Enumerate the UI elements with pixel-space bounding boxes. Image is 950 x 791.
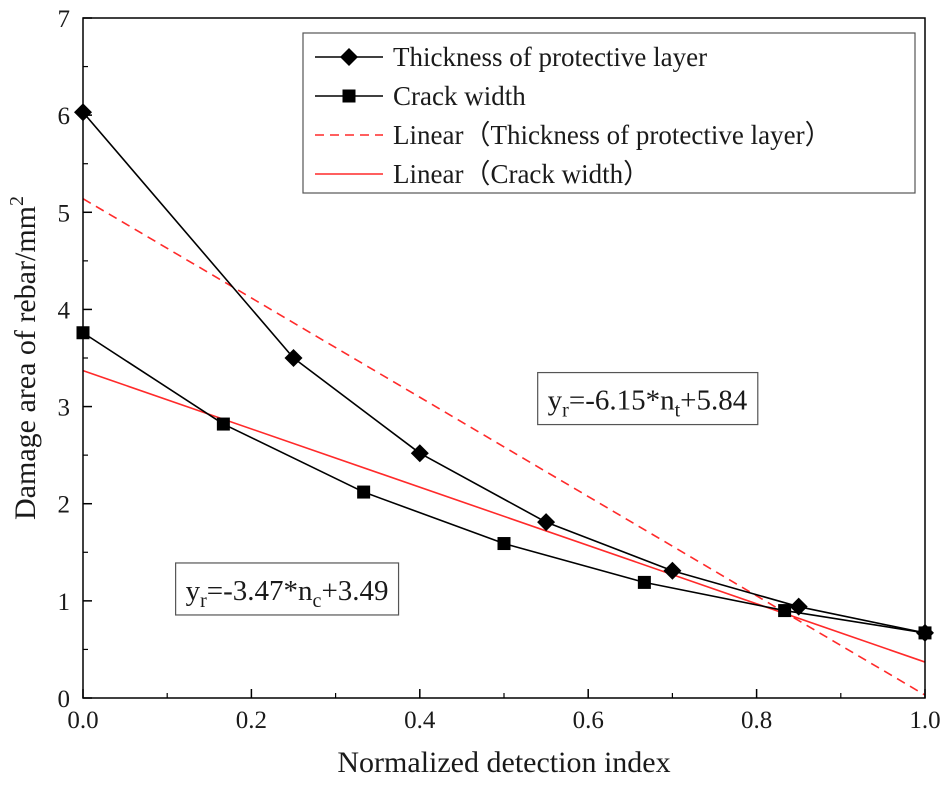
x-axis-title: Normalized detection index bbox=[337, 746, 670, 779]
equation-crack: yr=-3.47*nc+3.49 bbox=[175, 562, 400, 616]
equation-thickness-text: yr=-6.15*nt+5.84 bbox=[548, 385, 748, 422]
y-tick-label-3: 3 bbox=[58, 395, 71, 422]
equation-thickness: yr=-6.15*nt+5.84 bbox=[537, 371, 759, 426]
y-axis-title: Damage area of rebar/mm2 bbox=[6, 196, 42, 520]
y-tick-label-0: 0 bbox=[58, 686, 71, 713]
x-tick-label-0.4: 0.4 bbox=[404, 707, 436, 734]
equation-thickness-part-4: +5.84 bbox=[680, 385, 748, 417]
legend-label-0: Thickness of protective layer bbox=[393, 42, 707, 72]
legend-box bbox=[302, 32, 916, 194]
equation-thickness-part-2: =-6.15*n bbox=[569, 385, 675, 417]
x-tick-label-0.8: 0.8 bbox=[741, 707, 772, 734]
y-axis-title-main: Damage area of rebar/mm bbox=[9, 206, 42, 520]
legend-marker-0 bbox=[340, 48, 358, 66]
data-point-s0-5 bbox=[789, 597, 808, 616]
data-point-s1-3 bbox=[497, 537, 511, 551]
equation-crack-part-3: c bbox=[313, 590, 322, 612]
equation-crack-box bbox=[175, 562, 400, 616]
data-point-s1-2 bbox=[357, 485, 371, 499]
data-point-s0-2 bbox=[410, 444, 429, 463]
equation-crack-part-1: r bbox=[200, 590, 207, 612]
equation-thickness-part-1: r bbox=[562, 400, 569, 422]
equation-thickness-box bbox=[537, 371, 759, 426]
y-tick-label-4: 4 bbox=[58, 297, 71, 324]
equation-crack-part-2: =-3.47*n bbox=[207, 575, 313, 607]
data-point-s0-3 bbox=[537, 513, 556, 532]
data-point-s1-4 bbox=[637, 575, 651, 589]
y-tick-label-7: 7 bbox=[58, 6, 71, 33]
y-tick-label-2: 2 bbox=[58, 492, 71, 519]
equation-crack-part-4: +3.49 bbox=[321, 575, 388, 607]
equation-crack-part-0: y bbox=[186, 575, 201, 607]
plot-area bbox=[74, 103, 934, 696]
equation-crack-text: yr=-3.47*nc+3.49 bbox=[186, 575, 389, 612]
y-axis: 0 1 2 3 4 5 6 7 bbox=[58, 6, 92, 713]
y-tick-label-6: 6 bbox=[58, 103, 71, 130]
legend: Thickness of protective layer Crack width… bbox=[302, 32, 916, 194]
x-tick-label-0.6: 0.6 bbox=[573, 707, 604, 734]
equation-thickness-part-3: t bbox=[675, 400, 681, 422]
x-tick-label-1.0: 1.0 bbox=[909, 707, 940, 734]
data-point-s1-1 bbox=[216, 417, 230, 431]
equation-thickness-part-0: y bbox=[548, 385, 563, 417]
data-point-s0-4 bbox=[663, 561, 682, 580]
data-markers bbox=[74, 103, 934, 642]
data-point-s1-5 bbox=[778, 604, 792, 618]
x-tick-label-0.2: 0.2 bbox=[236, 707, 267, 734]
legend-marker-1 bbox=[342, 89, 356, 103]
x-axis: 0.0 0.2 0.4 0.6 0.8 1.0 bbox=[67, 689, 941, 734]
legend-label-3: Linear（Crack width） bbox=[393, 159, 650, 189]
y-tick-label-1: 1 bbox=[58, 589, 71, 616]
data-point-s0-1 bbox=[284, 349, 303, 367]
legend-label-2: Linear（Thickness of protective layer） bbox=[393, 120, 832, 150]
y-tick-label-5: 5 bbox=[58, 200, 71, 227]
x-tick-label-0.0: 0.0 bbox=[67, 707, 98, 734]
legend-label-1: Crack width bbox=[393, 81, 526, 111]
y-axis-title-superscript: 2 bbox=[6, 196, 28, 206]
